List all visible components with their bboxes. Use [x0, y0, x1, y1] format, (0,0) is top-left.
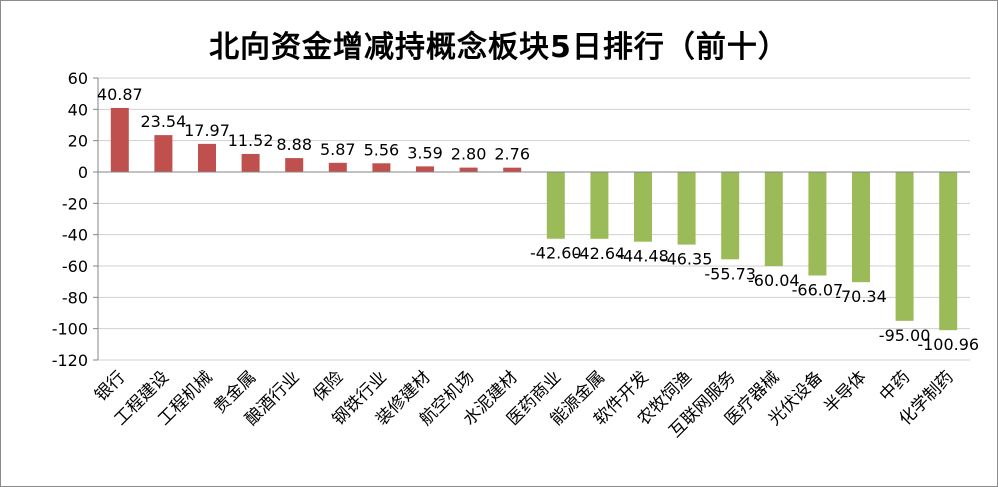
bar-18	[852, 172, 870, 283]
data-label: 17.97	[184, 121, 230, 140]
bar-14	[677, 172, 696, 245]
data-label: 23.54	[140, 112, 186, 131]
y-tick-label: -40	[62, 226, 88, 245]
bar-9	[459, 167, 478, 172]
data-label: -70.34	[835, 287, 887, 306]
category-label: 中药	[876, 367, 914, 405]
data-label: -60.04	[748, 271, 800, 290]
chart-title: 北向资金增减持概念板块5日排行（前十）	[209, 30, 789, 65]
data-label: 2.76	[494, 145, 530, 164]
category-label: 保险	[309, 367, 347, 405]
data-label: 2.80	[451, 145, 487, 164]
y-tick-label: 60	[68, 69, 88, 88]
bar-4	[241, 153, 260, 172]
bar-11	[546, 172, 565, 239]
bar-13	[634, 172, 652, 242]
bar-19	[895, 172, 914, 321]
bar-1	[110, 107, 129, 172]
y-tick-label: -80	[62, 288, 88, 307]
bar-17	[808, 172, 827, 276]
bar-15	[721, 172, 740, 260]
data-label: 3.59	[407, 143, 443, 162]
y-tick-label: 20	[68, 132, 88, 151]
data-label: 11.52	[228, 131, 274, 150]
bar-7	[372, 163, 391, 172]
y-tick-label: 40	[68, 100, 88, 119]
data-label: -66.07	[792, 281, 844, 300]
data-label: -46.35	[661, 250, 713, 269]
bar-2	[154, 135, 173, 172]
y-axis-ticks: 60 40 20 0 -20 -40 -60 -80 -100 -120	[52, 69, 88, 370]
bar-10	[503, 167, 522, 172]
data-label: -95.00	[879, 326, 931, 345]
axes	[93, 77, 970, 361]
data-label: 5.87	[320, 140, 356, 159]
bar-20	[939, 172, 958, 331]
bar-12	[590, 172, 609, 239]
y-tick-label: -20	[62, 194, 88, 213]
y-tick-label: -120	[52, 351, 88, 370]
data-label: -42.60	[530, 244, 582, 263]
bar-5	[285, 158, 304, 172]
data-label: 40.87	[97, 85, 143, 104]
bars	[110, 107, 958, 331]
bar-6	[328, 162, 347, 172]
category-label: 半导体	[820, 367, 870, 417]
y-tick-label: 0	[78, 163, 88, 182]
category-label: 银行	[91, 367, 129, 405]
data-label: -42.64	[574, 244, 626, 263]
y-tick-label: -100	[52, 320, 88, 339]
data-label: 8.88	[276, 135, 312, 154]
bar-16	[764, 172, 783, 267]
data-label: -44.48	[617, 247, 669, 266]
bar-8	[416, 166, 434, 172]
y-tick-label: -60	[62, 257, 88, 276]
bar-3	[198, 143, 216, 172]
data-label: -100.96	[917, 335, 979, 354]
data-label: 5.56	[364, 140, 400, 159]
data-label: -55.73	[704, 264, 756, 283]
